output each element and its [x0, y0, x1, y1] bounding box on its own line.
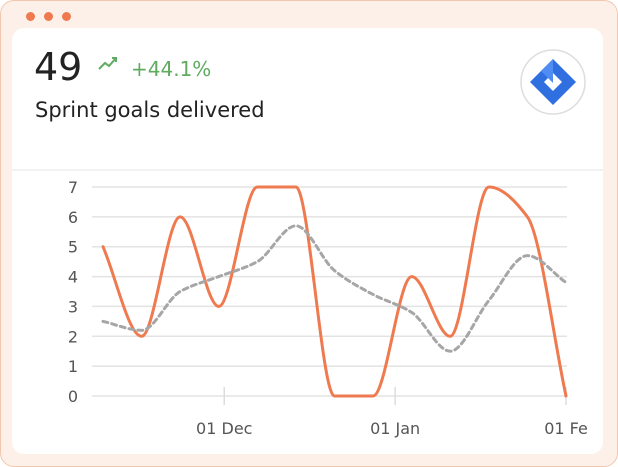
y-tick-label: 4: [68, 268, 78, 287]
metric-change: +44.1%: [131, 57, 211, 81]
series-line: [101, 224, 568, 353]
jira-logo: [530, 59, 576, 105]
window-dot: [44, 12, 53, 21]
y-tick-label: 6: [68, 208, 78, 227]
x-tick-label: 01 Fe: [544, 419, 588, 438]
window-dot: [62, 12, 71, 21]
trend-icon: [98, 57, 117, 70]
window-dot: [26, 12, 35, 21]
trend-icon-head: [112, 57, 117, 62]
y-tick-label: 5: [68, 238, 78, 257]
y-tick-label: 0: [68, 387, 78, 406]
series-line: [101, 185, 568, 398]
metric-value: 49: [34, 45, 82, 89]
widget-title: Sprint goals delivered: [35, 98, 265, 122]
x-tick-label: 01 Dec: [196, 419, 252, 438]
y-tick-label: 2: [68, 327, 78, 346]
y-tick-label: 7: [68, 178, 78, 197]
y-tick-label: 3: [68, 297, 78, 316]
y-tick-label: 1: [68, 357, 78, 376]
x-tick-label: 01 Jan: [370, 419, 420, 438]
